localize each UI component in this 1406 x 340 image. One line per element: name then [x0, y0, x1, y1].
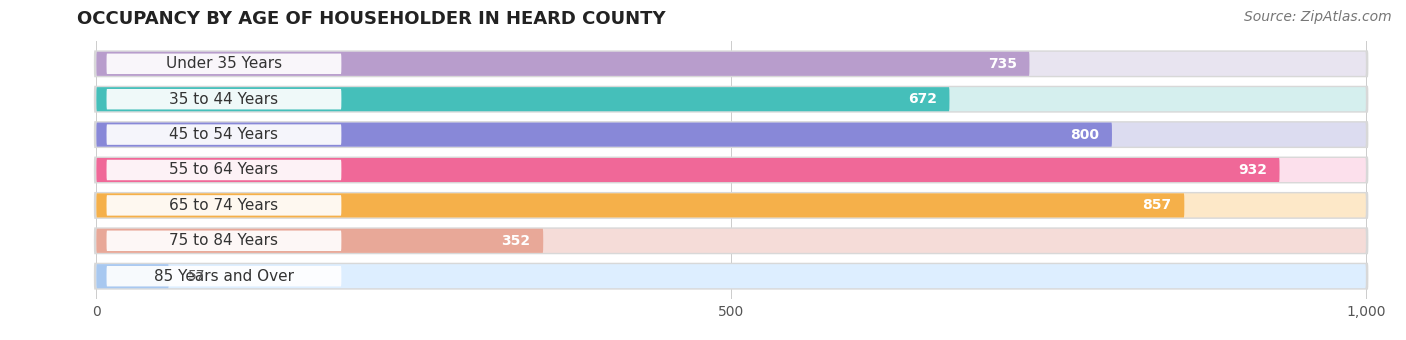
FancyBboxPatch shape	[97, 87, 949, 111]
FancyBboxPatch shape	[97, 87, 1365, 111]
Text: Under 35 Years: Under 35 Years	[166, 56, 283, 71]
FancyBboxPatch shape	[97, 264, 169, 288]
FancyBboxPatch shape	[97, 52, 1029, 76]
Text: 55 to 64 Years: 55 to 64 Years	[169, 163, 278, 177]
FancyBboxPatch shape	[94, 121, 1368, 148]
FancyBboxPatch shape	[97, 229, 1365, 253]
FancyBboxPatch shape	[94, 50, 1368, 77]
Text: 352: 352	[502, 234, 530, 248]
FancyBboxPatch shape	[107, 89, 342, 109]
FancyBboxPatch shape	[94, 192, 1368, 219]
FancyBboxPatch shape	[107, 54, 342, 74]
FancyBboxPatch shape	[97, 122, 1112, 147]
FancyBboxPatch shape	[97, 264, 1365, 288]
FancyBboxPatch shape	[97, 158, 1279, 182]
Text: OCCUPANCY BY AGE OF HOUSEHOLDER IN HEARD COUNTY: OCCUPANCY BY AGE OF HOUSEHOLDER IN HEARD…	[77, 10, 666, 28]
FancyBboxPatch shape	[107, 124, 342, 145]
FancyBboxPatch shape	[94, 227, 1368, 254]
Text: 800: 800	[1070, 128, 1099, 141]
Text: 857: 857	[1143, 199, 1171, 212]
Text: 75 to 84 Years: 75 to 84 Years	[170, 233, 278, 248]
Text: 672: 672	[908, 92, 936, 106]
FancyBboxPatch shape	[107, 160, 342, 180]
FancyBboxPatch shape	[94, 86, 1368, 113]
FancyBboxPatch shape	[97, 193, 1365, 218]
Text: 65 to 74 Years: 65 to 74 Years	[169, 198, 278, 213]
FancyBboxPatch shape	[107, 195, 342, 216]
Text: 85 Years and Over: 85 Years and Over	[153, 269, 294, 284]
Text: 932: 932	[1237, 163, 1267, 177]
FancyBboxPatch shape	[97, 158, 1365, 182]
FancyBboxPatch shape	[97, 122, 1365, 147]
Text: Source: ZipAtlas.com: Source: ZipAtlas.com	[1244, 10, 1392, 24]
Text: 735: 735	[988, 57, 1017, 71]
FancyBboxPatch shape	[97, 193, 1184, 218]
FancyBboxPatch shape	[94, 263, 1368, 290]
Text: 35 to 44 Years: 35 to 44 Years	[169, 92, 278, 107]
FancyBboxPatch shape	[97, 229, 543, 253]
FancyBboxPatch shape	[97, 52, 1365, 76]
FancyBboxPatch shape	[107, 231, 342, 251]
Text: 57: 57	[188, 269, 205, 283]
Text: 45 to 54 Years: 45 to 54 Years	[170, 127, 278, 142]
FancyBboxPatch shape	[94, 156, 1368, 184]
FancyBboxPatch shape	[107, 266, 342, 286]
